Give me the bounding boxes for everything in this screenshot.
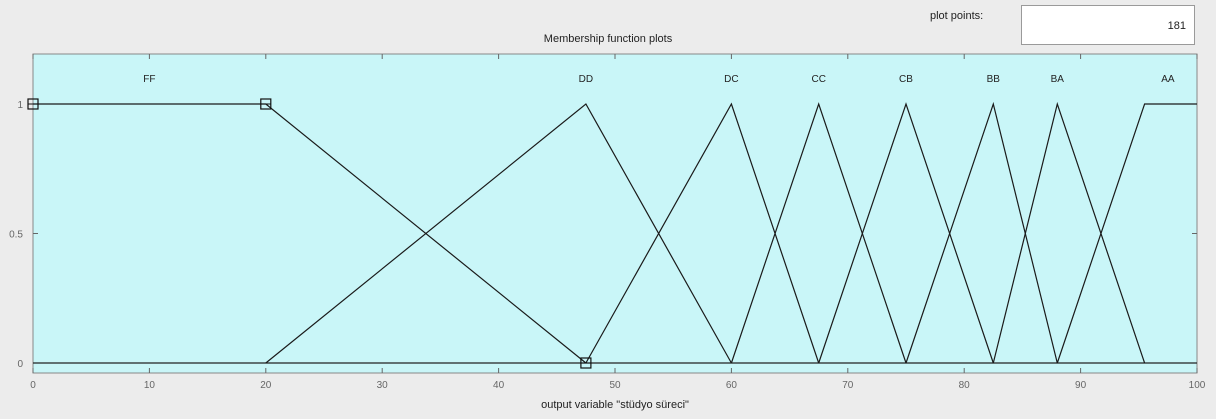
x-tick-label: 90 xyxy=(1075,380,1087,391)
y-tick-label: 0.5 xyxy=(9,230,23,241)
chart-title: Membership function plots xyxy=(543,33,673,45)
x-tick-label: 20 xyxy=(260,380,272,391)
x-tick-label: 0 xyxy=(30,380,36,391)
x-tick-label: 70 xyxy=(842,380,854,391)
mf-label-bb: BB xyxy=(987,74,1001,85)
mf-label-ff: FF xyxy=(143,74,155,85)
y-tick-label: 0 xyxy=(17,359,23,370)
x-tick-label: 40 xyxy=(493,380,505,391)
x-tick-label: 50 xyxy=(609,380,621,391)
x-tick-label: 30 xyxy=(377,380,389,391)
x-tick-label: 100 xyxy=(1189,380,1206,391)
mf-line-cb[interactable] xyxy=(818,102,994,364)
plot-points-input[interactable]: 181 xyxy=(1021,5,1195,45)
mf-line-aa[interactable] xyxy=(1056,103,1197,364)
mf-line-bb[interactable] xyxy=(905,101,1058,364)
plot-area xyxy=(32,53,1198,374)
mf-line-dd[interactable] xyxy=(265,103,732,364)
mf-label-aa: AA xyxy=(1161,74,1175,85)
x-axis-label: output variable "stüdyo süreci" xyxy=(541,399,689,411)
mf-line-dc[interactable] xyxy=(585,102,820,364)
x-tick-label: 60 xyxy=(726,380,738,391)
mf-label-cb: CB xyxy=(899,74,913,85)
mf-label-ba: BA xyxy=(1051,74,1065,85)
mf-line-cc[interactable] xyxy=(730,102,907,364)
y-tick-label: 1 xyxy=(17,100,23,111)
x-tick-label: 80 xyxy=(959,380,971,391)
x-tick-label: 10 xyxy=(144,380,156,391)
mf-label-dc: DC xyxy=(724,74,738,85)
mf-label-cc: CC xyxy=(811,74,825,85)
plot-points-label: plot points: xyxy=(930,10,984,22)
mf-label-dd: DD xyxy=(579,74,593,85)
mf-line-ba[interactable] xyxy=(992,101,1146,364)
